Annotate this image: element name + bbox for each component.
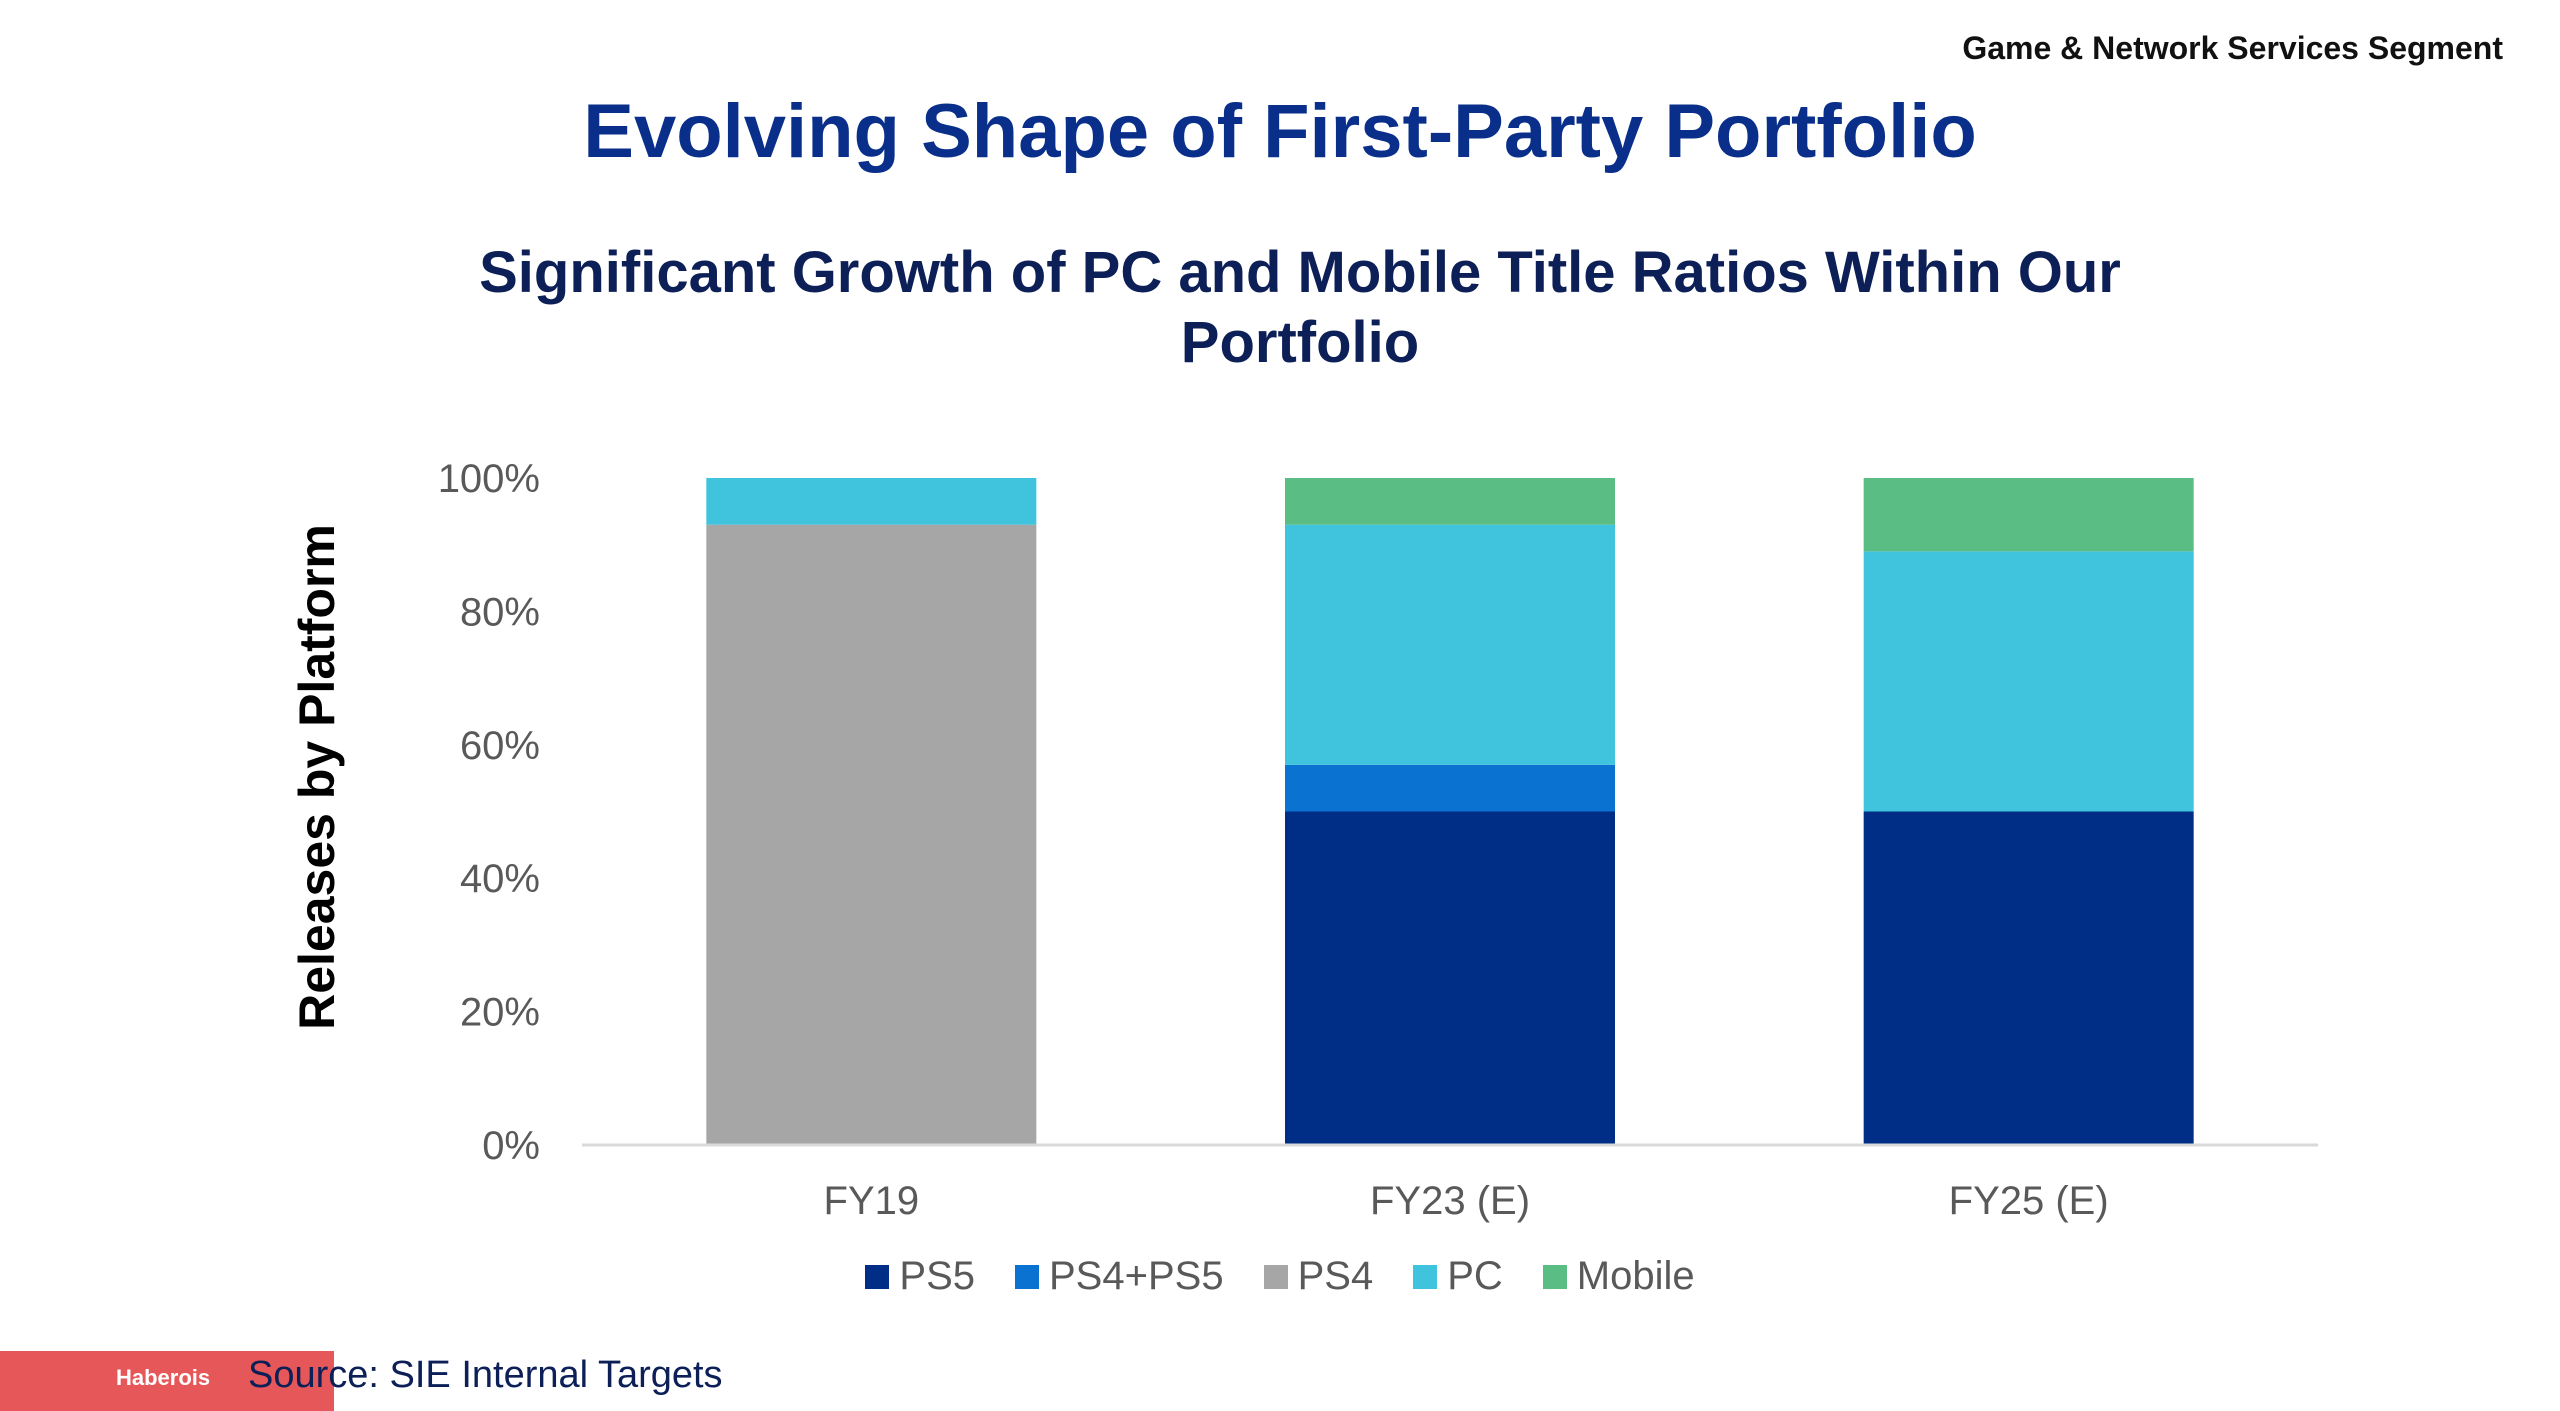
legend-swatch (1542, 1264, 1567, 1289)
y-tick-label: 60% (460, 724, 540, 768)
x-tick-label: FY25 (E) (1949, 1179, 2109, 1223)
x-tick-label: FY19 (824, 1179, 920, 1223)
legend-swatch (865, 1264, 890, 1289)
segment-label: Game & Network Services Segment (1962, 30, 2503, 66)
y-axis-label: Releases by Platform (289, 524, 345, 1030)
x-tick-label: FY23 (E) (1370, 1179, 1530, 1223)
y-tick-label: 80% (460, 590, 540, 634)
legend-swatch (1413, 1264, 1438, 1289)
legend-item: PS4+PS5 (1015, 1254, 1224, 1299)
bar-ps4 (706, 524, 1037, 1145)
legend-swatch (1015, 1264, 1039, 1289)
y-axis-ticks: 0% 20% 40% 60% 80% 100% (438, 457, 540, 1168)
legend-item: PS4 (1263, 1254, 1374, 1299)
bar-pc (1863, 551, 2194, 812)
y-tick-label: 20% (460, 991, 540, 1035)
bar-pc (706, 478, 1037, 525)
legend-label: Mobile (1576, 1254, 1695, 1298)
bar-pc (1285, 524, 1615, 765)
bar-mobile (1285, 478, 1615, 525)
bar-ps5 (1863, 811, 2194, 1145)
bars (706, 478, 2194, 1145)
chart-title: Significant Growth of PC and Mobile Titl… (479, 240, 2121, 375)
legend-item: PC (1413, 1254, 1503, 1299)
bar-ps5 (1285, 811, 1615, 1145)
y-tick-label: 40% (460, 857, 540, 901)
y-tick-label: 0% (482, 1124, 540, 1168)
legend-item: PS5 (865, 1254, 975, 1299)
legend-label: PS4 (1297, 1254, 1374, 1298)
y-tick-label: 100% (438, 457, 540, 501)
legend-item: Mobile (1542, 1254, 1695, 1299)
legend-swatch (1263, 1264, 1288, 1289)
page-title: Evolving Shape of First-Party Portfolio (583, 89, 1977, 174)
watermark-text: Haberois (116, 1365, 211, 1390)
bar-ps4-ps5 (1285, 764, 1615, 812)
legend-label: PS5 (899, 1254, 975, 1298)
source-note: Source: SIE Internal Targets (248, 1354, 723, 1396)
legend-label: PC (1447, 1254, 1503, 1298)
legend-label: PS4+PS5 (1049, 1254, 1224, 1298)
bar-mobile (1863, 478, 2194, 552)
legend: PS5 PS4+PS5 PS4 PC Mobile (0, 1254, 2560, 1299)
x-axis-ticks: FY19 FY23 (E) FY25 (E) (824, 1179, 2109, 1223)
